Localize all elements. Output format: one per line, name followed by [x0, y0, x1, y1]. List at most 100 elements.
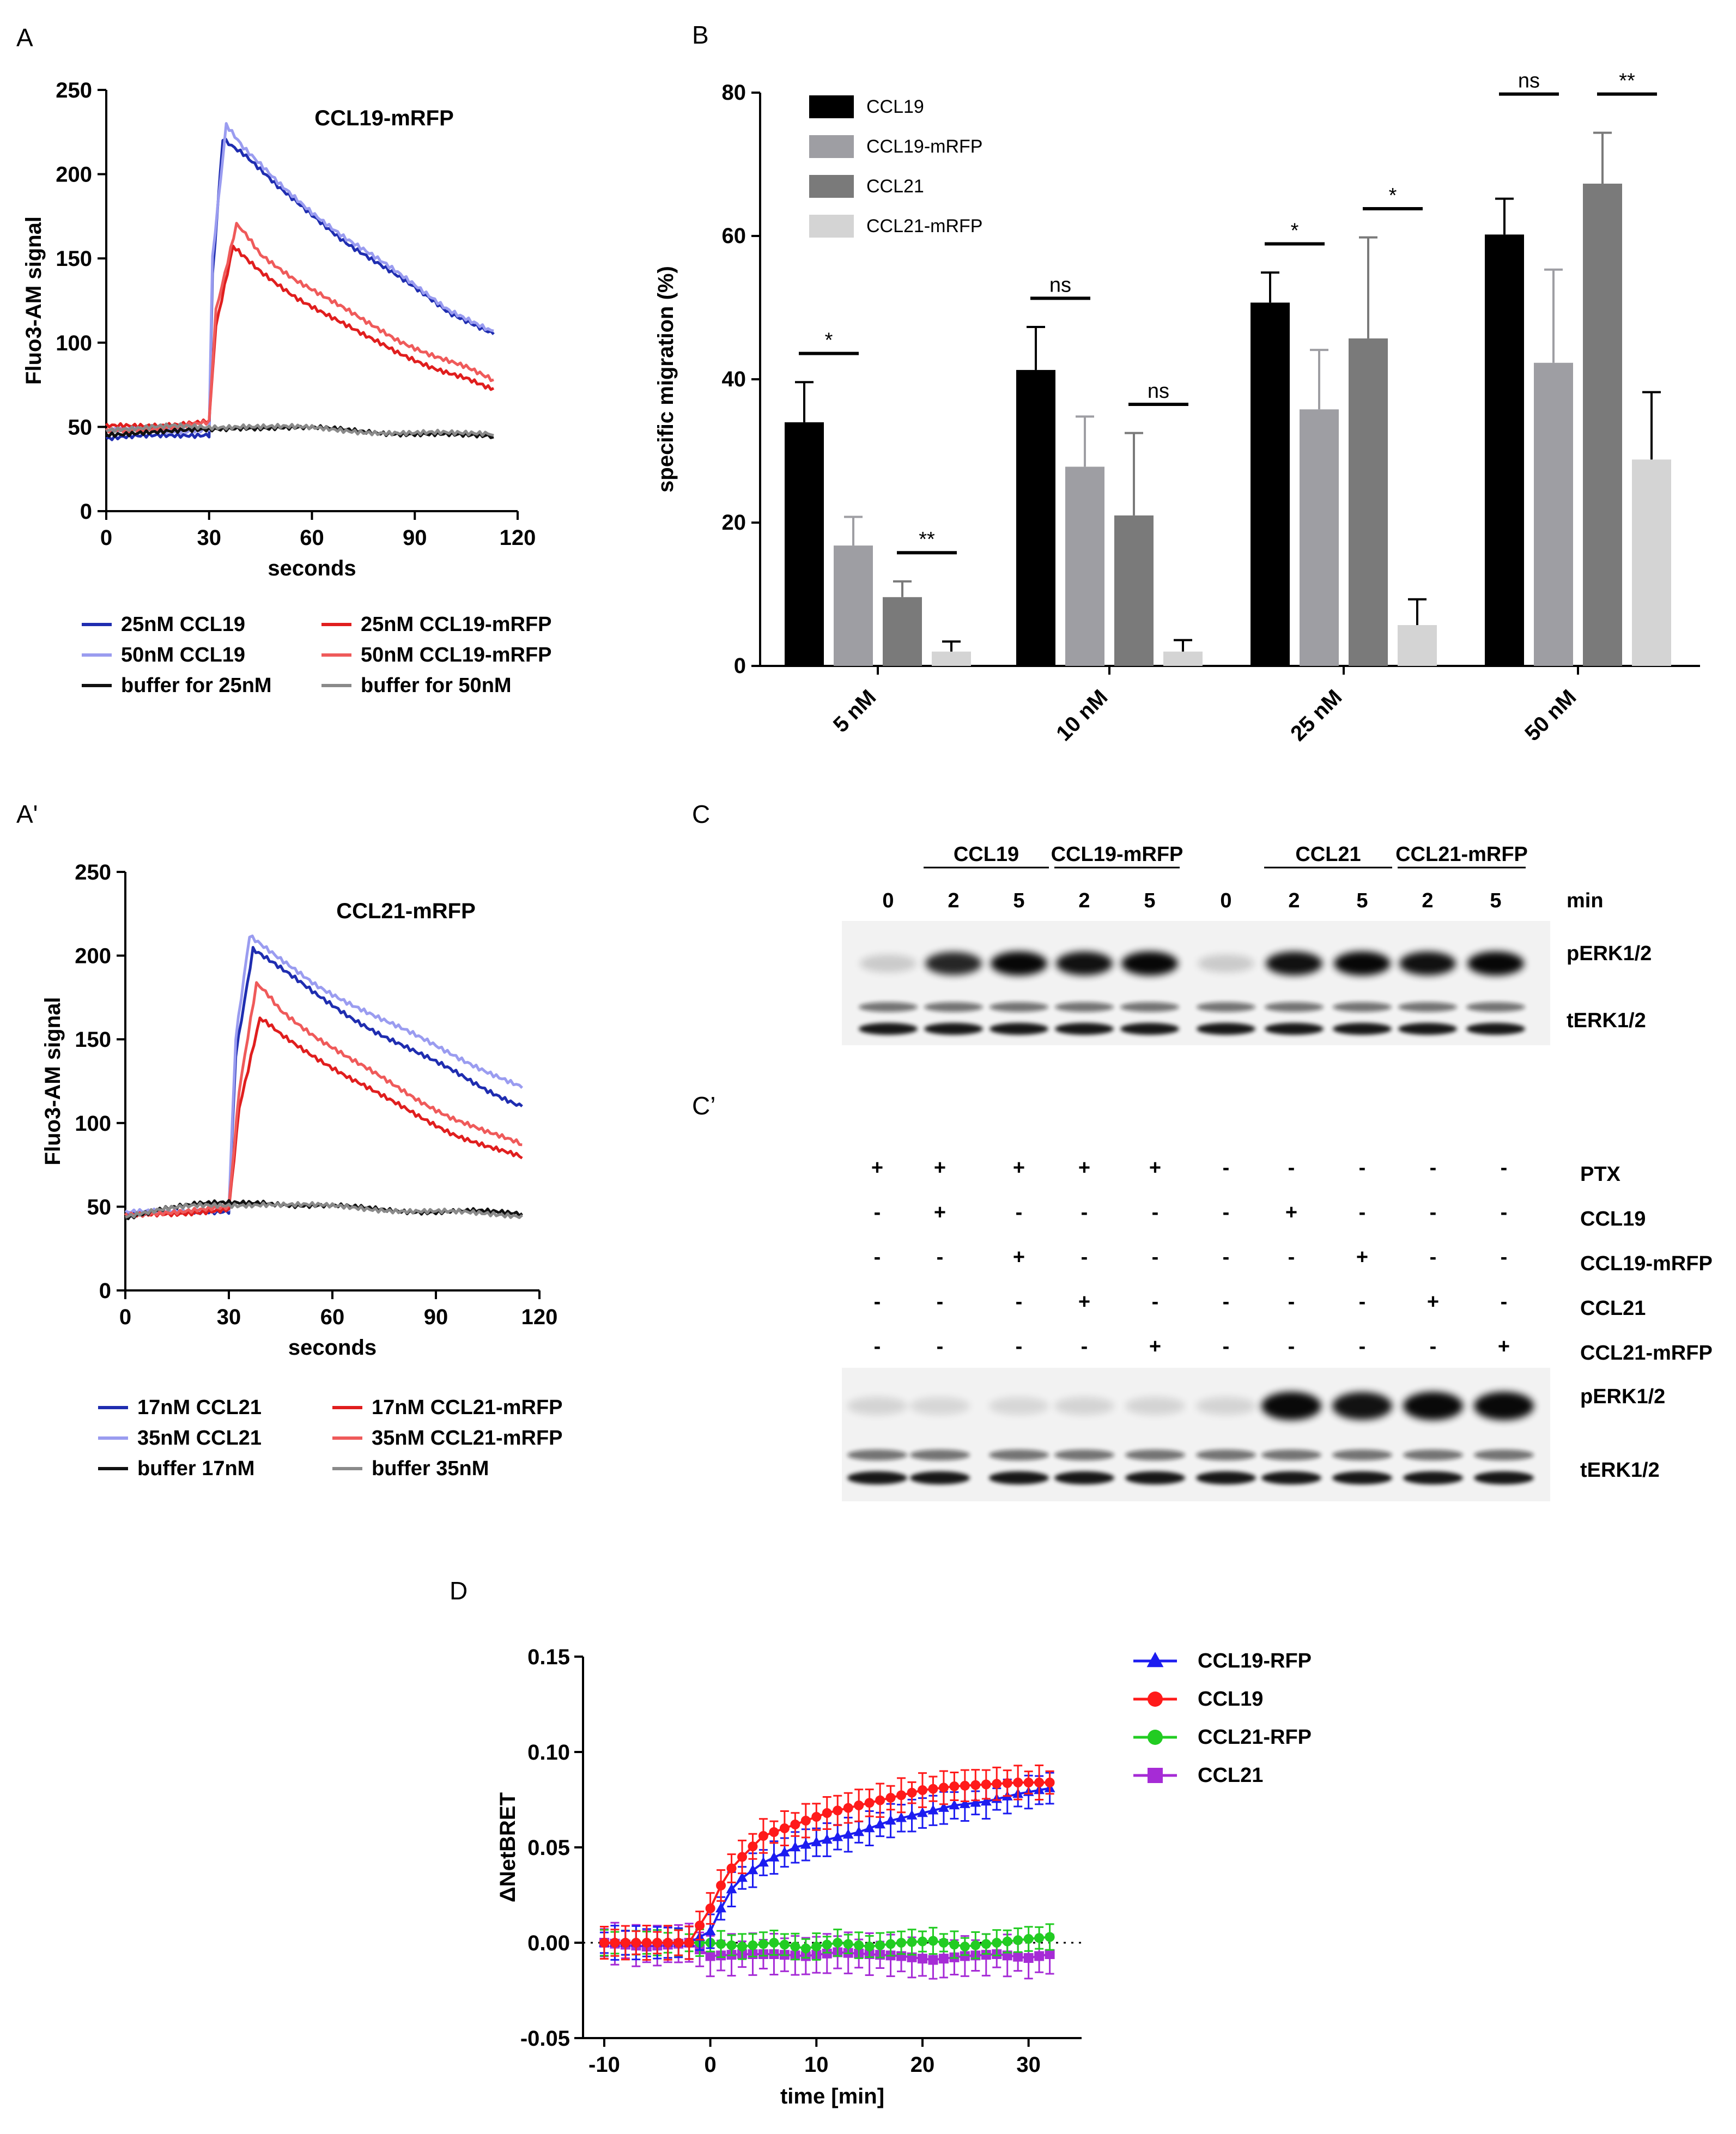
tERK-band-upper: [1265, 1002, 1324, 1012]
condition-mark: -: [1223, 1335, 1230, 1358]
chart-title: CCL21-mRFP: [336, 899, 476, 923]
panel-label-c: C: [692, 800, 710, 828]
y-tick-label: 0: [734, 654, 746, 678]
tERK-band-lower: [1403, 1471, 1463, 1484]
condition-mark: -: [1081, 1335, 1088, 1358]
condition-mark: +: [1285, 1201, 1297, 1224]
condition-mark: -: [874, 1201, 881, 1224]
circle-marker: [769, 1827, 779, 1837]
panel-label-a: A: [16, 23, 33, 52]
circle-marker: [917, 1936, 927, 1947]
y-tick-label: 60: [722, 224, 746, 248]
x-tick-label: 10 nM: [1052, 685, 1112, 745]
blot-c: CCL19 CCL19-mRFP CCL21 CCL21-mRFP 0 2 5 2 5 0 2 5 2 5…: [842, 843, 1652, 1045]
circle-marker: [1023, 1778, 1034, 1787]
condition-mark: -: [874, 1335, 881, 1358]
circle-marker: [854, 1940, 864, 1950]
legend-label: buffer 35nM: [372, 1457, 489, 1480]
condition-mark: +: [934, 1201, 946, 1224]
y-tick-label: 100: [56, 331, 92, 355]
triangle-marker: [790, 1841, 801, 1852]
circle-marker: [833, 1805, 843, 1816]
triangle-marker: [875, 1818, 886, 1829]
tERK-band-upper: [990, 1002, 1048, 1012]
triangle-marker: [917, 1807, 928, 1817]
condition-mark: -: [1016, 1201, 1023, 1224]
circle-marker: [631, 1938, 641, 1948]
tERK-band-lower: [924, 1023, 983, 1035]
x-axis-label: time [min]: [780, 2084, 884, 2108]
circle-marker: [960, 1942, 970, 1951]
triangle-marker: [811, 1836, 822, 1846]
condition-mark: -: [1081, 1246, 1088, 1269]
tERK-band-lower: [1332, 1471, 1392, 1484]
circle-marker: [1148, 1730, 1163, 1745]
condition-mark: -: [1288, 1335, 1295, 1358]
triangle-marker: [821, 1834, 833, 1844]
circle-marker: [907, 1937, 917, 1947]
circle-marker: [970, 1780, 981, 1790]
condition-mark: +: [1356, 1246, 1368, 1269]
legend-swatch: [809, 135, 854, 158]
bar-CCL21-mRFP-25 nM: [1398, 625, 1437, 666]
triangle-marker: [864, 1822, 875, 1833]
pERK-band: [1467, 951, 1524, 975]
condition-mark: -: [937, 1246, 944, 1269]
time-label: 0: [1220, 889, 1231, 912]
circle-marker: [907, 1787, 917, 1798]
row-label: pERK1/2: [1580, 1385, 1665, 1408]
triangle-marker: [980, 1796, 992, 1806]
y-tick-label: 150: [56, 247, 92, 271]
circle-marker: [758, 1939, 768, 1949]
y-tick-label: 0: [80, 500, 92, 524]
circle-marker: [949, 1781, 960, 1791]
condition-mark: -: [1016, 1335, 1023, 1358]
series-line-5: [106, 422, 494, 437]
bar-CCL19-10 nM: [1016, 369, 1055, 666]
triangle-marker: [705, 1925, 716, 1936]
x-tick-label: 120: [500, 526, 536, 550]
circle-marker: [641, 1938, 652, 1948]
circle-marker: [843, 1803, 853, 1813]
tERK-band-upper: [1398, 1002, 1457, 1012]
tERK-band-lower: [1055, 1023, 1114, 1035]
legend-label: 35nM CCL21: [137, 1427, 262, 1450]
bar-CCL19-mRFP-5 nM: [834, 545, 873, 666]
condition-label: CCL21-mRFP: [1580, 1342, 1713, 1365]
condition-mark: +: [1013, 1156, 1025, 1179]
circle-marker: [981, 1779, 991, 1790]
circle-marker: [833, 1938, 843, 1948]
x-tick-label: 5 nM: [829, 685, 881, 737]
circle-marker: [726, 1863, 737, 1874]
tERK-band-upper: [1332, 1450, 1392, 1460]
legend-label: buffer for 50nM: [361, 674, 512, 697]
square-marker: [1013, 1951, 1023, 1962]
time-label: 2: [1078, 889, 1090, 912]
significance-label: ns: [1049, 274, 1071, 296]
condition-mark: +: [1427, 1290, 1439, 1313]
tERK-band-upper: [989, 1450, 1049, 1460]
bar-CCL19-25 nM: [1251, 302, 1290, 666]
condition-mark: -: [1430, 1335, 1437, 1358]
x-tick-label: 0: [704, 2053, 716, 2077]
circle-marker: [1045, 1778, 1055, 1787]
chart-b: 0 20 40 60 80 specific migration (%) 5 nM 10 nM…: [654, 70, 1700, 746]
condition-mark: -: [874, 1290, 881, 1313]
y-tick-label: 0.00: [527, 1931, 570, 1955]
pERK-band: [847, 1397, 907, 1415]
condition-mark: +: [1498, 1335, 1510, 1358]
legend-label: CCL21: [866, 176, 924, 197]
tERK-band-upper: [1474, 1450, 1534, 1460]
triangle-marker: [715, 1902, 726, 1913]
tERK-band-upper: [1197, 1002, 1255, 1012]
bar-CCL21-50 nM: [1583, 184, 1622, 666]
legend-label: 25nM CCL19: [121, 613, 245, 636]
pERK-band: [1056, 951, 1113, 975]
x-axis-label: seconds: [268, 556, 356, 580]
circle-marker: [684, 1938, 694, 1948]
y-tick-label: 0.10: [527, 1741, 570, 1765]
y-axis-label: specific migration (%): [654, 266, 678, 493]
circle-marker: [981, 1939, 991, 1949]
panel-label-c-prime: C’: [692, 1092, 715, 1120]
circle-marker: [769, 1938, 779, 1948]
